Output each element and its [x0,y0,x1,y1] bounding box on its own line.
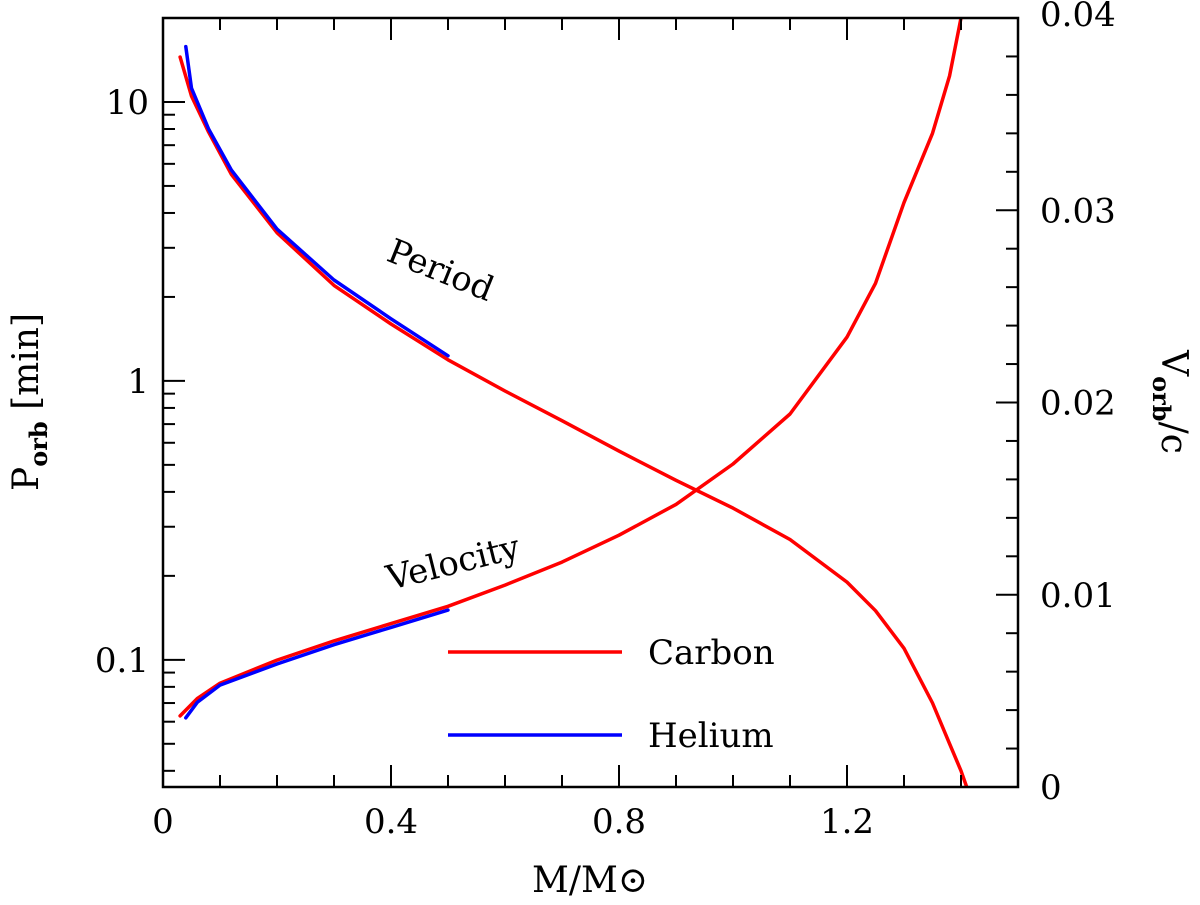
y-right-axis-title: Vorb/c [1147,349,1194,454]
x-tick-label: 0 [152,802,174,842]
y-left-title-base: P [6,467,47,491]
y-right-tick-label: 0.04 [1040,0,1116,35]
x-tick-label: 1.2 [820,802,874,842]
series-line-helium-velocity [184,608,450,720]
label-layer: 0 0.4 0.8 1.2 0.1 1 10 0 0.01 0.02 0.03 0.04 [95,0,1116,842]
series-line-helium-period [184,44,450,358]
y-left-title-rest: [min] [6,313,47,421]
x-tick-label: 0.4 [364,802,418,842]
legend-label-carbon: Carbon [648,633,775,673]
series-line-carbon-period [178,55,969,787]
y-right-title-rest: /c [1153,422,1194,454]
y-left-tick-label: 1 [127,362,149,402]
y-right-tick-label: 0.01 [1040,576,1116,616]
series-line-carbon-velocity [178,18,963,718]
y-left-title-sub: orb [24,421,53,466]
series-layer [178,18,969,787]
y-left-tick-label: 10 [106,83,149,123]
x-axis-title: M/M⊙ [532,860,648,901]
annotation-period: Period [382,231,500,310]
plot-frame [161,16,1020,789]
y-right-tick-label: 0.02 [1040,384,1116,424]
y-right-tick-label: 0 [1040,768,1062,808]
legend-label-helium: Helium [648,716,774,756]
y-left-axis-title: Porb [min] [6,313,53,491]
tick-layer [163,17,1018,787]
y-left-tick-label: 0.1 [95,641,149,681]
legend: Carbon Helium [448,633,775,756]
annotation-velocity: Velocity [382,527,525,599]
y-right-title-base: V [1153,349,1194,377]
y-right-title-sub: orb [1147,376,1176,421]
x-tick-label: 0.8 [592,802,646,842]
y-right-tick-label: 0.03 [1040,191,1116,231]
